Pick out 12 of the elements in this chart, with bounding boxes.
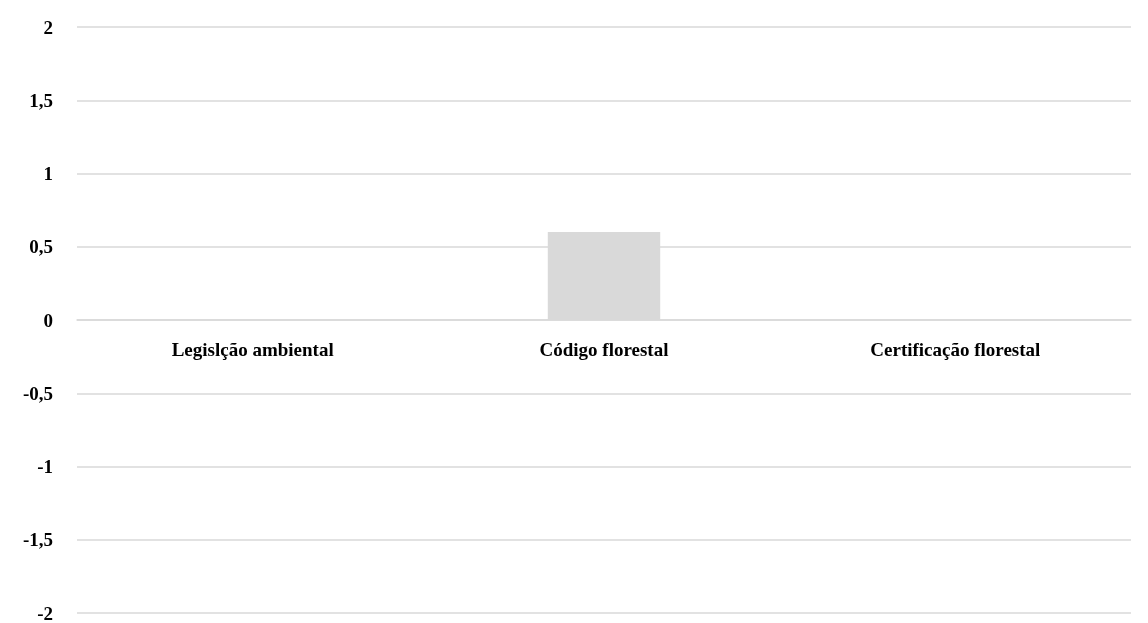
x-tick-label: Legislção ambiental — [171, 339, 334, 360]
y-tick-label: 0,5 — [29, 236, 53, 258]
y-tick-label: -0,5 — [22, 382, 53, 404]
y-tick-label: 1 — [43, 163, 53, 184]
y-tick-label: -1 — [37, 456, 53, 477]
y-tick-label: 0 — [43, 309, 53, 331]
y-tick-label: -2 — [37, 602, 53, 623]
x-tick-label: Certificação florestal — [870, 339, 1041, 360]
y-tick-label: 1,5 — [29, 89, 53, 111]
x-tick-label: Código florestal — [539, 339, 669, 360]
y-tick-label: -1,5 — [22, 529, 53, 551]
y-tick-label: 2 — [43, 16, 53, 38]
